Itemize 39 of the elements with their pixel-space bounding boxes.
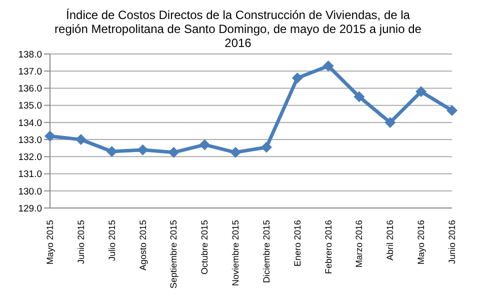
x-tick-label: Octubre 2015	[200, 220, 210, 275]
point	[322, 60, 334, 72]
x-tick-label: Enero 2016	[292, 220, 302, 267]
y-tick-label: 135.0	[18, 100, 42, 112]
x-tick-label: Septiembre 2015	[168, 220, 179, 289]
x-tick-label: Mayo 2016	[416, 220, 426, 265]
point	[230, 146, 242, 158]
y-tick-label: 138.0	[18, 49, 42, 60]
point	[168, 146, 180, 158]
point	[416, 86, 427, 98]
x-tick-label: Diciembre 2015	[261, 220, 272, 284]
point	[75, 134, 86, 146]
y-tick-label: 130.0	[18, 186, 42, 198]
y-tick-label: 132.0	[18, 152, 42, 164]
x-tick-label: Febrero 2016	[323, 220, 334, 274]
point	[384, 116, 396, 128]
point	[106, 146, 118, 158]
point	[44, 130, 56, 142]
x-tick-label: Mayo 2015	[45, 220, 55, 265]
x-tick-label: Junio 2015	[76, 220, 86, 264]
point	[292, 72, 303, 84]
chart-title: Índice de Costos Directos de la Construcción de Viviendas, de la región Metropolitana de Santo Domingo, de mayo de 2015 a junio de 2016	[54, 8, 422, 50]
point	[199, 139, 210, 150]
x-tick-label: Agosto 2015	[138, 220, 148, 271]
y-tick-label: 129.0	[18, 203, 42, 214]
point	[354, 91, 365, 102]
x-tick-label: Marzo 2016	[354, 220, 364, 268]
x-tick-label: Junio 2016	[447, 220, 457, 264]
point	[260, 142, 272, 153]
x-tick-label: Noviembre 2015	[230, 220, 241, 286]
y-tick-label: 131.0	[18, 169, 42, 180]
y-tick-label: 134.0	[18, 118, 42, 129]
x-tick-label: Abril 2016	[385, 220, 396, 261]
y-tick-label: 136.0	[18, 84, 42, 95]
y-tick-label: 137.0	[18, 66, 42, 78]
y-tick-label: 133.0	[18, 134, 42, 146]
x-tick-label: Julio 2015	[106, 220, 117, 262]
point	[446, 104, 458, 116]
point	[137, 144, 148, 156]
